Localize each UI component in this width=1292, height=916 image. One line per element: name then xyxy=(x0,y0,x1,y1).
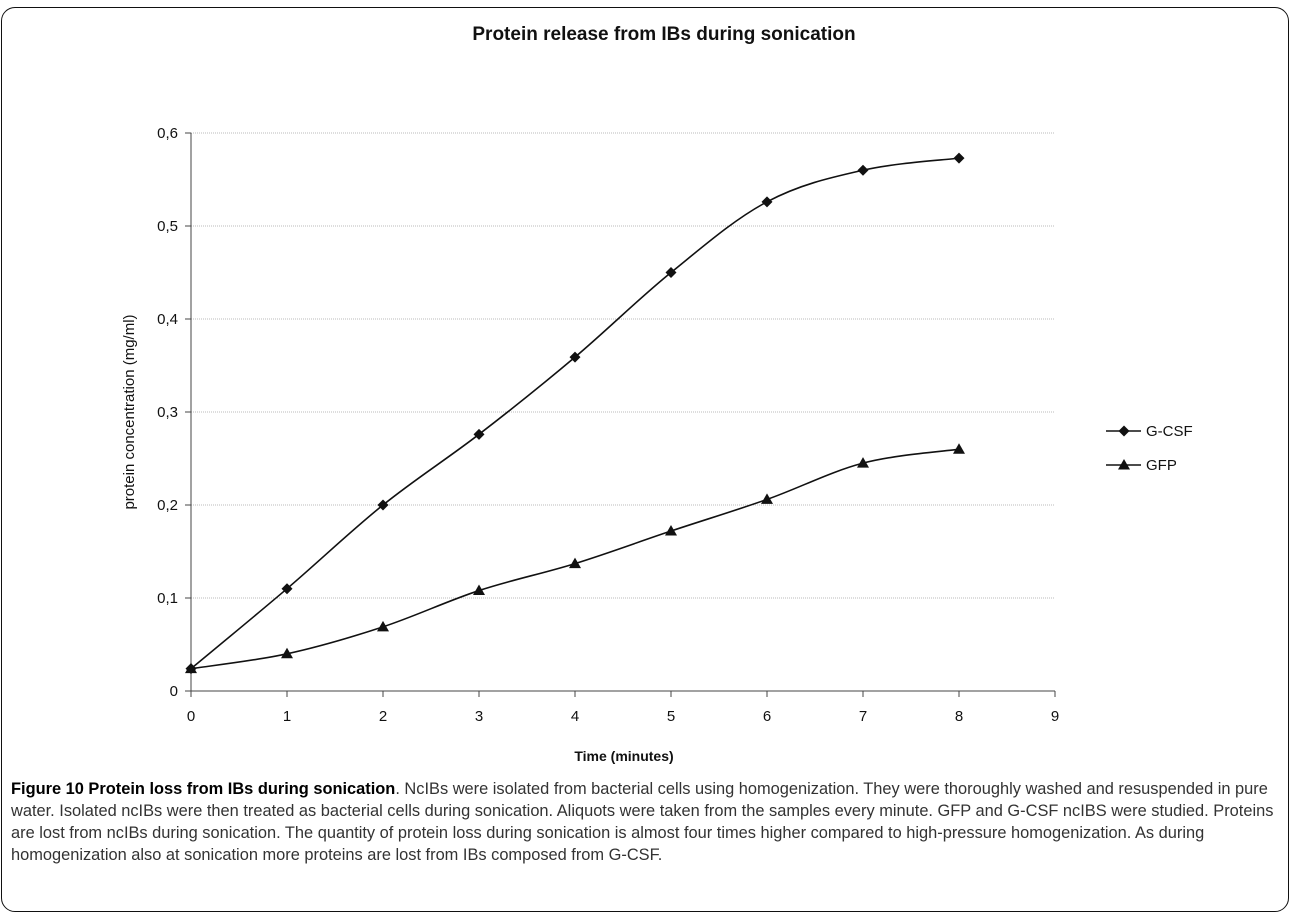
y-tick-label: 0,6 xyxy=(157,125,178,142)
x-tick-label: 4 xyxy=(571,708,579,725)
figure-caption: Figure 10 Protein loss from IBs during s… xyxy=(11,778,1283,866)
axes: 0 0,1 0,2 0,3 0,4 0,5 0,6 0 1 2 3 4 5 6 7 8 9 xyxy=(157,125,1059,725)
x-tick-label: 7 xyxy=(859,708,867,725)
caption-text: . NcIBs were isolated from bacterial cel… xyxy=(11,780,1274,864)
legend-marker xyxy=(1118,425,1130,437)
data-point xyxy=(473,584,485,596)
data-point xyxy=(665,525,677,536)
y-tick-label: 0,5 xyxy=(157,218,178,235)
legend-label: G-CSF xyxy=(1146,423,1193,440)
data-point xyxy=(665,267,677,278)
x-tick-label: 6 xyxy=(763,708,771,725)
y-tick-label: 0,4 xyxy=(157,311,178,328)
chart-title: Protein release from IBs during sonicati… xyxy=(472,24,855,45)
data-point xyxy=(857,164,869,176)
data-point xyxy=(857,457,869,468)
caption-label: Figure 10 Protein loss from IBs during s… xyxy=(11,780,396,798)
data-point xyxy=(281,647,293,659)
legend: G-CSF GFP xyxy=(1106,423,1193,474)
data-point xyxy=(377,499,389,511)
x-tick-label: 0 xyxy=(187,708,195,725)
legend-entry-g-csf: G-CSF xyxy=(1106,423,1193,440)
y-tick-label: 0 xyxy=(170,683,178,700)
y-axis-label: protein concentration (mg/ml) xyxy=(121,314,138,509)
x-tick-label: 9 xyxy=(1051,708,1059,725)
data-point xyxy=(281,583,293,595)
data-point xyxy=(761,493,773,504)
series-gfp xyxy=(185,443,965,674)
x-tick-label: 5 xyxy=(667,708,675,725)
series-lines xyxy=(185,152,965,675)
data-point xyxy=(473,428,485,440)
legend-marker xyxy=(1118,459,1130,470)
figure-frame xyxy=(1,7,1289,912)
data-point xyxy=(569,557,581,569)
data-point xyxy=(377,620,389,632)
series-g-csf xyxy=(185,152,965,675)
data-point xyxy=(953,152,965,164)
x-tick-label: 8 xyxy=(955,708,963,725)
x-axis-label: Time (minutes) xyxy=(574,748,673,764)
y-tick-label: 0,1 xyxy=(157,590,178,607)
legend-label: GFP xyxy=(1146,457,1177,474)
x-tick-label: 1 xyxy=(283,708,291,725)
grid-lines xyxy=(191,132,1055,599)
y-tick-label: 0,2 xyxy=(157,497,178,514)
y-tick-label: 0,3 xyxy=(157,404,178,421)
data-point xyxy=(761,196,773,208)
data-point xyxy=(185,662,197,674)
line-chart: Protein release from IBs during sonicati… xyxy=(121,24,1193,764)
x-tick-label: 3 xyxy=(475,708,483,725)
data-point xyxy=(569,351,581,363)
x-tick-label: 2 xyxy=(379,708,387,725)
legend-entry-gfp: GFP xyxy=(1106,457,1177,474)
data-point xyxy=(953,443,965,454)
series-line xyxy=(190,157,960,670)
